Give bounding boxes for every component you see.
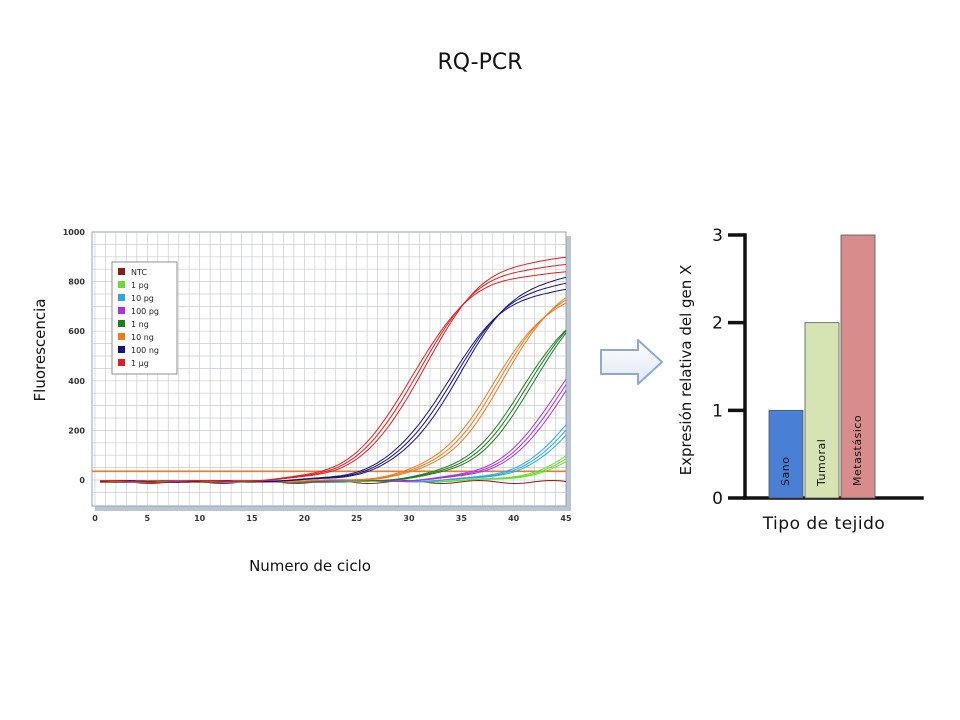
- qpcr-x-tick-label: 20: [299, 514, 311, 523]
- amplification-curve: [100, 276, 567, 483]
- bar-y-tick-label: 0: [712, 489, 723, 509]
- qpcr-y-tick-label: 400: [68, 377, 85, 386]
- bar-category-label: Tumoral: [815, 439, 828, 487]
- legend-swatch: [118, 281, 125, 288]
- qpcr-x-axis-label: Numero de ciclo: [249, 557, 371, 575]
- amplification-curve: [100, 256, 567, 483]
- bar-y-tick-label: 1: [712, 401, 723, 421]
- legend-entry-label: 100 ng: [131, 346, 159, 355]
- legend-entry-label: 10 pg: [131, 294, 154, 303]
- qpcr-x-tick-label: 0: [92, 514, 98, 523]
- bar-category-label: Sano: [779, 457, 792, 486]
- legend-entry-label: NTC: [131, 268, 147, 277]
- legend-entry-label: 1 pg: [131, 281, 149, 290]
- legend-swatch: [118, 307, 125, 314]
- qpcr-x-tick-label: 40: [508, 514, 520, 523]
- legend-entry-label: 100 pg: [131, 307, 159, 316]
- qpcr-x-tick-label: 45: [560, 514, 572, 523]
- qpcr-x-tick-label: 10: [194, 514, 206, 523]
- legend-entry-label: 10 ng: [131, 333, 154, 342]
- bar-x-axis-label: Tipo de tejido: [762, 514, 886, 534]
- legend-box: [111, 261, 178, 375]
- bar-sano: [768, 409, 804, 499]
- qpcr-y-tick-label: 800: [68, 278, 85, 287]
- qpcr-x-tick-label: 25: [351, 514, 363, 523]
- qpcr-x-tick-label: 5: [145, 514, 151, 523]
- legend-entry-label: 1 µg: [131, 359, 149, 368]
- qpcr-x-tick-label: 35: [456, 514, 468, 523]
- qpcr-y-tick-label: 1000: [63, 228, 86, 237]
- legend-swatch: [118, 359, 125, 366]
- legend-swatch: [118, 268, 125, 275]
- legend-swatch: [118, 294, 125, 301]
- qpcr-y-tick-label: 200: [68, 426, 85, 435]
- legend-swatch: [118, 333, 125, 340]
- bar-metastasico: [840, 234, 876, 499]
- qpcr-y-tick-label: 600: [68, 327, 85, 336]
- qpcr-x-tick-label: 15: [246, 514, 258, 523]
- page-title: RQ-PCR: [437, 50, 523, 75]
- legend-entry-label: 1 ng: [131, 320, 149, 329]
- bar-y-tick-label: 3: [712, 226, 723, 246]
- qpcr-x-tick-label: 30: [403, 514, 415, 523]
- bar-category-label: Metastásico: [851, 415, 864, 486]
- amplification-curve: [100, 390, 567, 483]
- bar-y-tick-label: 2: [712, 314, 723, 334]
- legend-swatch: [118, 346, 125, 353]
- qpcr-legend: NTC 1 pg 10 pg 100 pg 1 ng 10 ng 100 ng 1 µg: [111, 261, 178, 375]
- bar-tumoral: [804, 322, 840, 499]
- legend-swatch: [118, 320, 125, 327]
- bar-y-axis-label: Expresión relativa del gen X: [677, 264, 695, 476]
- qpcr-y-tick-label: 0: [79, 476, 85, 485]
